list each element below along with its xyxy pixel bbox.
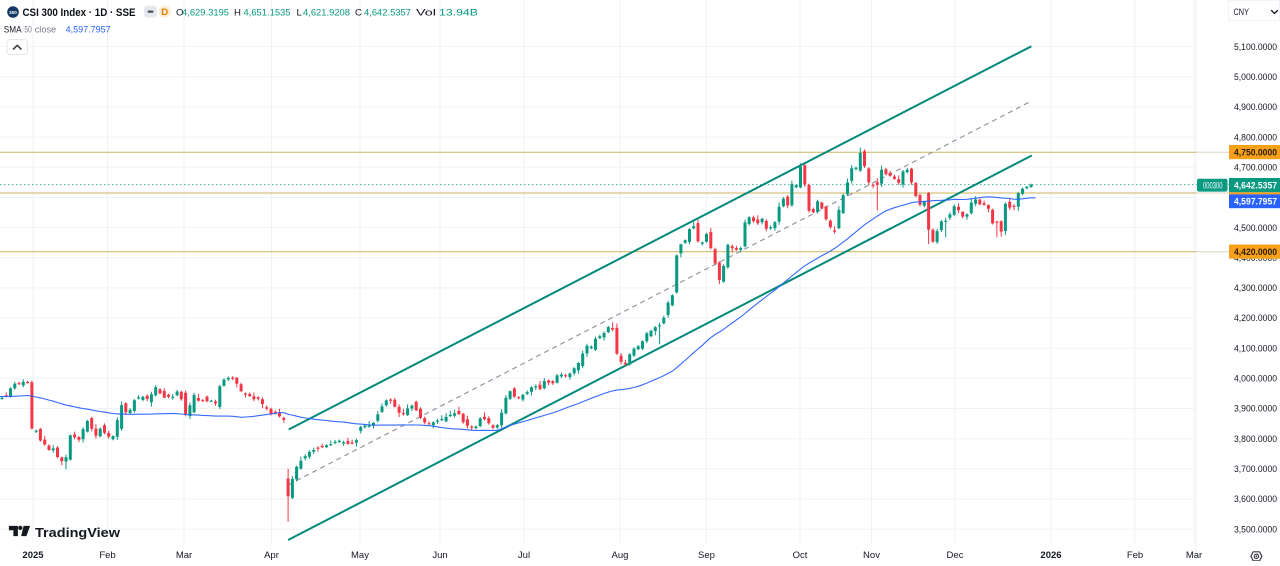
svg-text:CSI 300 Index · 1D · SSE: CSI 300 Index · 1D · SSE (23, 7, 136, 19)
svg-text:2025: 2025 (22, 550, 44, 561)
svg-text:May: May (351, 550, 369, 561)
svg-text:Mar: Mar (1186, 550, 1202, 561)
svg-text:4,597.7957: 4,597.7957 (66, 25, 111, 36)
svg-text:4,500.0000: 4,500.0000 (1234, 223, 1277, 234)
svg-text:4,642.5357: 4,642.5357 (1234, 181, 1277, 192)
svg-text:O: O (176, 8, 183, 19)
svg-text:Mar: Mar (176, 550, 192, 561)
svg-text:Dec: Dec (947, 550, 964, 561)
svg-text:L: L (297, 8, 303, 19)
svg-text:4,700.0000: 4,700.0000 (1234, 162, 1277, 173)
svg-text:Feb: Feb (99, 550, 115, 561)
svg-text:CNY: CNY (1234, 7, 1250, 18)
svg-text:Feb: Feb (1127, 550, 1143, 561)
svg-text:C: C (355, 8, 362, 19)
svg-text:Apr: Apr (264, 550, 279, 561)
svg-text:Aug: Aug (612, 550, 629, 561)
svg-text:Sep: Sep (698, 550, 715, 561)
svg-text:2026: 2026 (1040, 550, 1061, 561)
svg-text:4,420.0000: 4,420.0000 (1234, 247, 1277, 258)
svg-text:4,300.0000: 4,300.0000 (1234, 283, 1277, 294)
svg-text:3,900.0000: 3,900.0000 (1234, 404, 1277, 415)
svg-text:3,600.0000: 3,600.0000 (1234, 494, 1277, 505)
svg-text:4,597.7957: 4,597.7957 (1234, 197, 1277, 208)
svg-text:4,629.3195: 4,629.3195 (182, 8, 229, 19)
svg-text:SMA: SMA (4, 25, 22, 36)
svg-text:4,651.1535: 4,651.1535 (244, 8, 291, 19)
svg-text:4,750.0000: 4,750.0000 (1234, 147, 1277, 158)
svg-text:5,100.0000: 5,100.0000 (1234, 42, 1277, 53)
svg-text:Jul: Jul (518, 550, 530, 561)
svg-text:5,000.0000: 5,000.0000 (1234, 72, 1277, 83)
svg-text:Nov: Nov (863, 550, 880, 561)
svg-text:13.94B: 13.94B (439, 8, 478, 19)
svg-text:000300: 000300 (1203, 180, 1223, 190)
svg-text:Jun: Jun (432, 550, 447, 561)
svg-text:close: close (35, 25, 57, 36)
svg-text:H: H (234, 8, 241, 19)
svg-text:D: D (161, 7, 168, 18)
svg-text:Oct: Oct (793, 550, 808, 561)
svg-text:4,000.0000: 4,000.0000 (1234, 374, 1277, 385)
svg-text:4,900.0000: 4,900.0000 (1234, 102, 1277, 113)
svg-text:4,621.9208: 4,621.9208 (303, 8, 350, 19)
svg-text:TradingView: TradingView (35, 525, 120, 540)
svg-text:4,642.5357: 4,642.5357 (364, 8, 411, 19)
svg-text:3,700.0000: 3,700.0000 (1234, 464, 1277, 475)
svg-text:300: 300 (9, 10, 17, 15)
svg-text:3,500.0000: 3,500.0000 (1234, 524, 1277, 535)
svg-text:4,200.0000: 4,200.0000 (1234, 313, 1277, 324)
svg-text:3,800.0000: 3,800.0000 (1234, 434, 1277, 445)
svg-text:Vol: Vol (416, 8, 436, 19)
svg-text:50: 50 (24, 25, 32, 36)
svg-text:4,800.0000: 4,800.0000 (1234, 132, 1277, 143)
svg-text:4,100.0000: 4,100.0000 (1234, 343, 1277, 354)
